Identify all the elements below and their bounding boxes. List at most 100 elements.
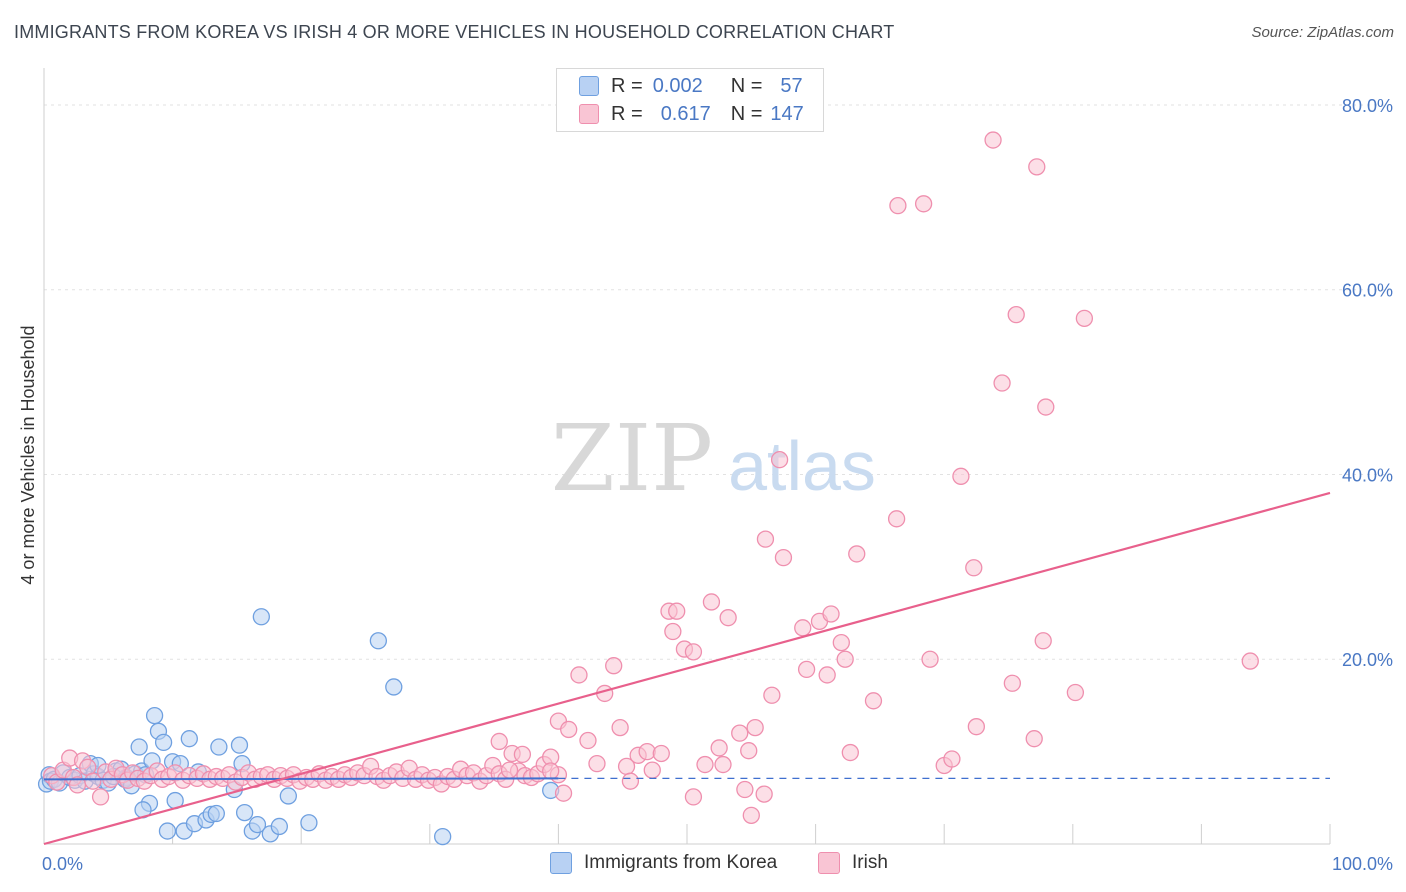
- x-tick-label: 100.0%: [1332, 854, 1393, 874]
- irish-point: [921, 650, 939, 668]
- irish-point: [588, 754, 606, 773]
- irish-point: [84, 772, 102, 790]
- irish-point: [822, 605, 840, 623]
- korea-point: [207, 804, 225, 823]
- irish-point: [740, 742, 758, 760]
- y-tick-label: 60.0%: [1342, 281, 1393, 301]
- legend-item-irish[interactable]: Irish: [818, 852, 888, 874]
- stats-row-korea: R = 0.002 N = 57: [579, 73, 803, 99]
- legend-item-korea[interactable]: Immigrants from Korea: [550, 852, 777, 874]
- stats-box: R = 0.002 N = 57 R = 0.617 N = 147: [556, 68, 824, 132]
- irish-point: [696, 755, 714, 774]
- axis-ticks: 20.0% 40.0% 60.0% 80.0% 0.0% 100.0%: [42, 96, 1393, 874]
- korea-point: [180, 730, 198, 748]
- irish-point: [914, 195, 933, 213]
- stats-row-irish: R = 0.617 N = 147: [579, 101, 804, 127]
- irish-point: [1034, 632, 1052, 650]
- irish-point: [542, 762, 560, 780]
- irish-point: [794, 619, 812, 637]
- irish-point: [864, 692, 883, 710]
- irish-point: [993, 374, 1011, 392]
- irish-point: [714, 755, 732, 774]
- korea-trend-line: [43, 777, 559, 781]
- irish-point: [560, 720, 578, 739]
- korea-point: [230, 736, 249, 754]
- irish-point: [664, 622, 682, 641]
- irish-point: [952, 467, 970, 485]
- korea-swatch: [579, 76, 599, 96]
- irish-point: [710, 739, 728, 757]
- irish-point: [684, 788, 703, 806]
- irish-point: [965, 559, 983, 577]
- irish-point: [668, 602, 686, 620]
- irish-point: [1025, 730, 1043, 748]
- irish-point: [755, 785, 773, 803]
- irish-point: [490, 732, 508, 751]
- irish-trend-line: [43, 491, 1331, 846]
- irish-point: [836, 650, 854, 668]
- irish-point: [841, 743, 859, 762]
- legend-irish-label: Irish: [852, 852, 888, 873]
- irish-point: [652, 744, 670, 763]
- n-value: 147: [770, 102, 804, 125]
- irish-point: [1003, 674, 1022, 692]
- korea-point: [130, 738, 148, 756]
- korea-point: [154, 733, 173, 752]
- trend-lines: [43, 491, 1331, 846]
- irish-point: [684, 643, 703, 661]
- irish-point: [797, 660, 816, 679]
- n-label: N =: [730, 102, 763, 125]
- irish-point: [943, 750, 961, 768]
- irish-point: [848, 545, 866, 563]
- watermark-atlas: atlas: [728, 427, 876, 505]
- n-value: 57: [780, 74, 803, 97]
- r-value: 0.617: [660, 102, 711, 125]
- n-label: N =: [730, 74, 763, 97]
- irish-point: [621, 772, 640, 790]
- korea-point: [369, 632, 388, 650]
- irish-point: [736, 780, 754, 799]
- irish-swatch: [579, 104, 599, 124]
- y-axis-label: 4 or more Vehicles in Household: [18, 325, 38, 584]
- y-tick-label: 80.0%: [1342, 96, 1393, 116]
- watermark: ZIP atlas: [551, 405, 876, 512]
- irish-point: [500, 761, 519, 779]
- irish-point: [887, 510, 906, 528]
- korea-point: [434, 827, 452, 846]
- irish-point: [731, 724, 749, 742]
- irish-point: [554, 784, 573, 802]
- irish-point: [638, 742, 656, 761]
- source-label: Source: ZipAtlas.com: [1251, 24, 1394, 41]
- irish-point: [770, 451, 789, 469]
- irish-point: [984, 131, 1002, 149]
- watermark-zip: ZIP: [551, 405, 713, 512]
- r-value: 0.002: [652, 74, 703, 97]
- irish-point: [570, 666, 588, 684]
- irish-point: [1066, 683, 1085, 702]
- irish-legend-swatch: [818, 852, 840, 874]
- x-tick-label: 0.0%: [42, 854, 83, 874]
- irish-point: [763, 686, 781, 704]
- irish-point: [1037, 398, 1055, 416]
- series-korea-points: [37, 608, 560, 846]
- irish-point: [889, 196, 907, 215]
- korea-point: [300, 814, 318, 832]
- korea-point: [145, 706, 164, 725]
- r-label: R =: [611, 102, 643, 125]
- irish-point: [1241, 652, 1259, 670]
- chart-title: IMMIGRANTS FROM KOREA VS IRISH 4 OR MORE…: [14, 22, 895, 42]
- irish-point: [1075, 309, 1094, 328]
- irish-point: [611, 718, 629, 737]
- irish-point: [91, 788, 110, 806]
- series-irish-points: [43, 131, 1259, 825]
- irish-point: [967, 718, 985, 736]
- r-label: R =: [611, 74, 643, 97]
- irish-point: [1007, 306, 1025, 324]
- korea-point: [252, 608, 270, 626]
- irish-point: [774, 548, 793, 567]
- irish-point: [702, 593, 721, 611]
- korea-point: [210, 738, 228, 756]
- irish-point: [719, 609, 737, 627]
- irish-point: [643, 761, 661, 779]
